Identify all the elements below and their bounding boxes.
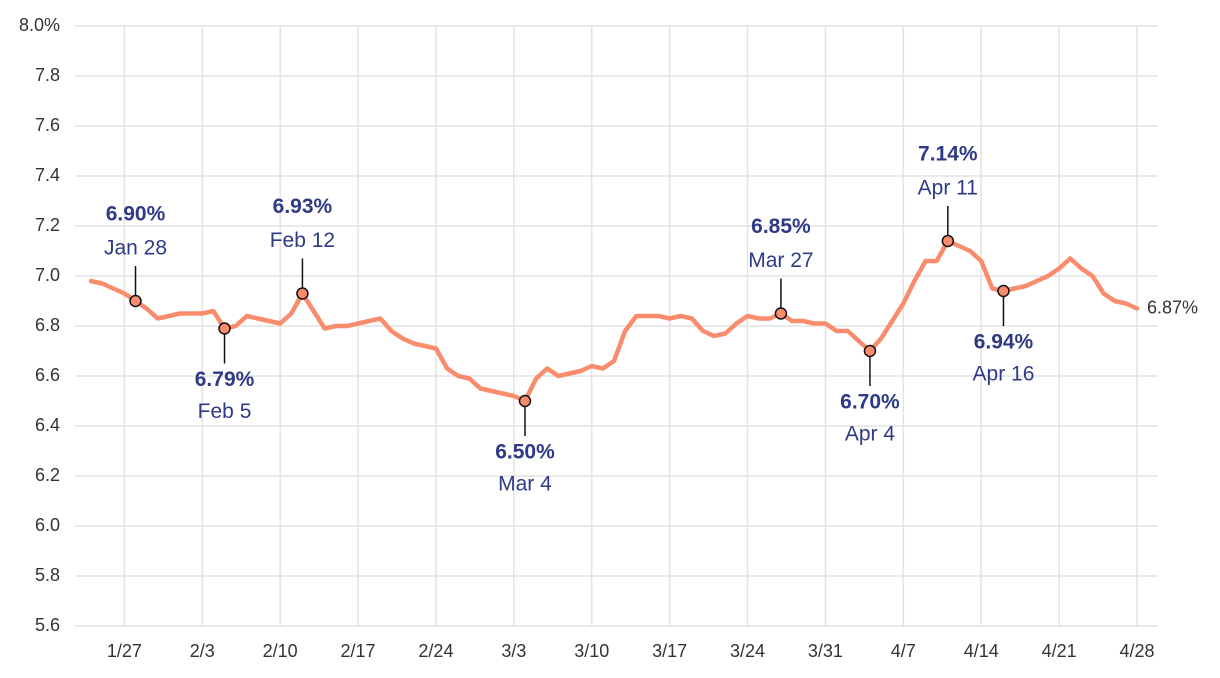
rate-line: [88, 238, 1140, 404]
annotation-marker: [774, 307, 788, 320]
annotation-date: Apr 11: [918, 177, 978, 200]
annotation-value: 6.70%: [840, 391, 900, 414]
annotation-marker: [218, 322, 231, 335]
y-tick-label: 7.2: [35, 215, 60, 235]
x-tick-label: 2/24: [418, 641, 453, 661]
annotation-marker: [941, 234, 955, 248]
y-tick-label: 7.8: [35, 65, 60, 85]
y-tick-label: 5.6: [35, 615, 60, 635]
y-tick-label: 6.2: [35, 465, 60, 485]
x-tick-label: 4/28: [1119, 641, 1154, 661]
y-tick-label: 6.8: [35, 315, 60, 335]
annotation-date: Feb 12: [270, 229, 335, 252]
annotation-marker: [863, 344, 877, 358]
y-tick-label: 6.4: [35, 415, 60, 435]
annotation-value: 6.79%: [195, 368, 255, 391]
annotation-value: 6.90%: [106, 203, 166, 226]
annotation-date: Jan 28: [104, 237, 167, 260]
annotation-value: 6.93%: [273, 195, 333, 218]
end-label: 6.87%: [1147, 297, 1198, 317]
annotation-value: 6.50%: [495, 441, 555, 464]
annotation-date: Apr 16: [973, 363, 1035, 386]
x-tick-label: 3/10: [574, 641, 609, 661]
x-tick-label: 2/10: [263, 641, 298, 661]
annotation-marker: [129, 294, 142, 308]
annotation-value: 7.14%: [918, 143, 978, 166]
x-tick-label: 3/31: [808, 641, 843, 661]
annotation-value: 6.85%: [751, 215, 811, 238]
y-tick-label: 7.4: [35, 165, 60, 185]
x-tick-label: 3/3: [501, 641, 526, 661]
x-tick-label: 4/14: [964, 641, 999, 661]
y-tick-label: 6.0: [35, 515, 60, 535]
annotation-date: Mar 27: [748, 249, 813, 272]
annotation-date: Mar 4: [498, 473, 552, 496]
annotation-value: 6.94%: [974, 331, 1034, 354]
x-tick-label: 4/21: [1042, 641, 1077, 661]
y-tick-label: 7.0: [35, 265, 60, 285]
annotation-date: Feb 5: [198, 400, 252, 423]
annotation-date: Apr 4: [845, 423, 896, 446]
x-tick-label: 2/3: [190, 641, 215, 661]
annotation-marker: [296, 287, 309, 300]
x-tick-label: 3/24: [730, 641, 765, 661]
y-tick-label: 8.0%: [19, 15, 60, 35]
x-tick-label: 4/7: [891, 641, 916, 661]
annotation-marker: [997, 284, 1010, 298]
y-tick-label: 6.6: [35, 365, 60, 385]
y-tick-label: 7.6: [35, 115, 60, 135]
x-tick-label: 2/17: [341, 641, 376, 661]
y-tick-label: 5.8: [35, 565, 60, 585]
x-tick-label: 3/17: [652, 641, 687, 661]
x-tick-label: 1/27: [107, 641, 142, 661]
annotation-marker: [518, 394, 532, 408]
